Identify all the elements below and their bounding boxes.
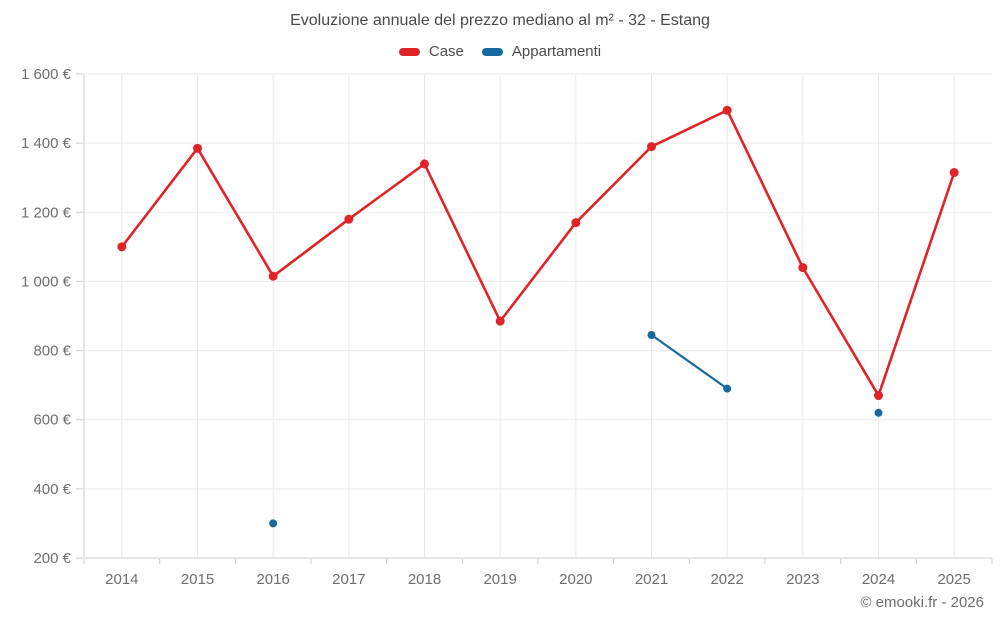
case-data-point[interactable]	[949, 168, 959, 178]
case-data-point[interactable]	[495, 316, 505, 326]
x-axis-label: 2019	[483, 571, 516, 588]
appartamenti-data-point[interactable]	[723, 384, 732, 393]
appartamenti-series-line	[652, 335, 879, 413]
y-axis-label: 800 €	[33, 343, 71, 360]
case-data-point[interactable]	[193, 143, 202, 153]
case-data-point[interactable]	[268, 271, 278, 281]
appartamenti-data-point[interactable]	[269, 519, 278, 528]
x-axis-label: 2014	[105, 571, 138, 588]
case-data-point[interactable]	[798, 263, 808, 273]
x-axis-label: 2021	[635, 571, 668, 588]
legend-label-case: Case	[428, 43, 464, 60]
case-data-point[interactable]	[420, 159, 429, 169]
appartamenti-data-point[interactable]	[874, 408, 883, 417]
y-axis-label: 1 200 €	[21, 204, 72, 221]
case-data-point[interactable]	[874, 391, 883, 401]
appartamenti-data-point[interactable]	[647, 331, 656, 340]
y-axis-label: 400 €	[33, 481, 71, 498]
x-axis-label: 2017	[332, 571, 365, 588]
x-axis-label: 2016	[256, 571, 289, 588]
y-axis-label: 1 000 €	[21, 273, 72, 290]
x-axis-label: 2023	[786, 571, 819, 588]
legend-item-appartamenti[interactable]: Appartamenti	[481, 41, 602, 63]
case-data-point[interactable]	[117, 242, 127, 252]
case-series-marker-icon	[398, 48, 420, 56]
y-axis-label: 600 €	[33, 412, 71, 429]
copyright-text: © emooki.fr - 2026	[860, 594, 984, 611]
legend: Case Appartamenti	[0, 41, 1000, 63]
y-axis-label: 1 400 €	[21, 135, 72, 152]
x-axis-label: 2022	[710, 571, 743, 588]
y-axis-label: 1 600 €	[21, 66, 72, 83]
x-axis-label: 2025	[937, 571, 970, 588]
case-data-point[interactable]	[344, 214, 354, 224]
x-axis-label: 2018	[408, 571, 441, 588]
x-axis-label: 2020	[559, 571, 592, 588]
case-data-point[interactable]	[647, 142, 656, 152]
case-series-line	[120, 109, 956, 397]
x-axis-label: 2015	[181, 571, 214, 588]
case-data-point[interactable]	[722, 105, 732, 115]
chart-title: Evoluzione annuale del prezzo mediano al…	[290, 12, 710, 29]
appartamenti-series-marker-icon	[481, 48, 503, 56]
x-axis-label: 2024	[862, 571, 895, 588]
case-data-point[interactable]	[571, 218, 581, 228]
legend-item-case[interactable]: Case	[398, 41, 464, 63]
legend-label-appartamenti: Appartamenti	[511, 43, 602, 60]
y-axis-label: 200 €	[33, 550, 71, 567]
